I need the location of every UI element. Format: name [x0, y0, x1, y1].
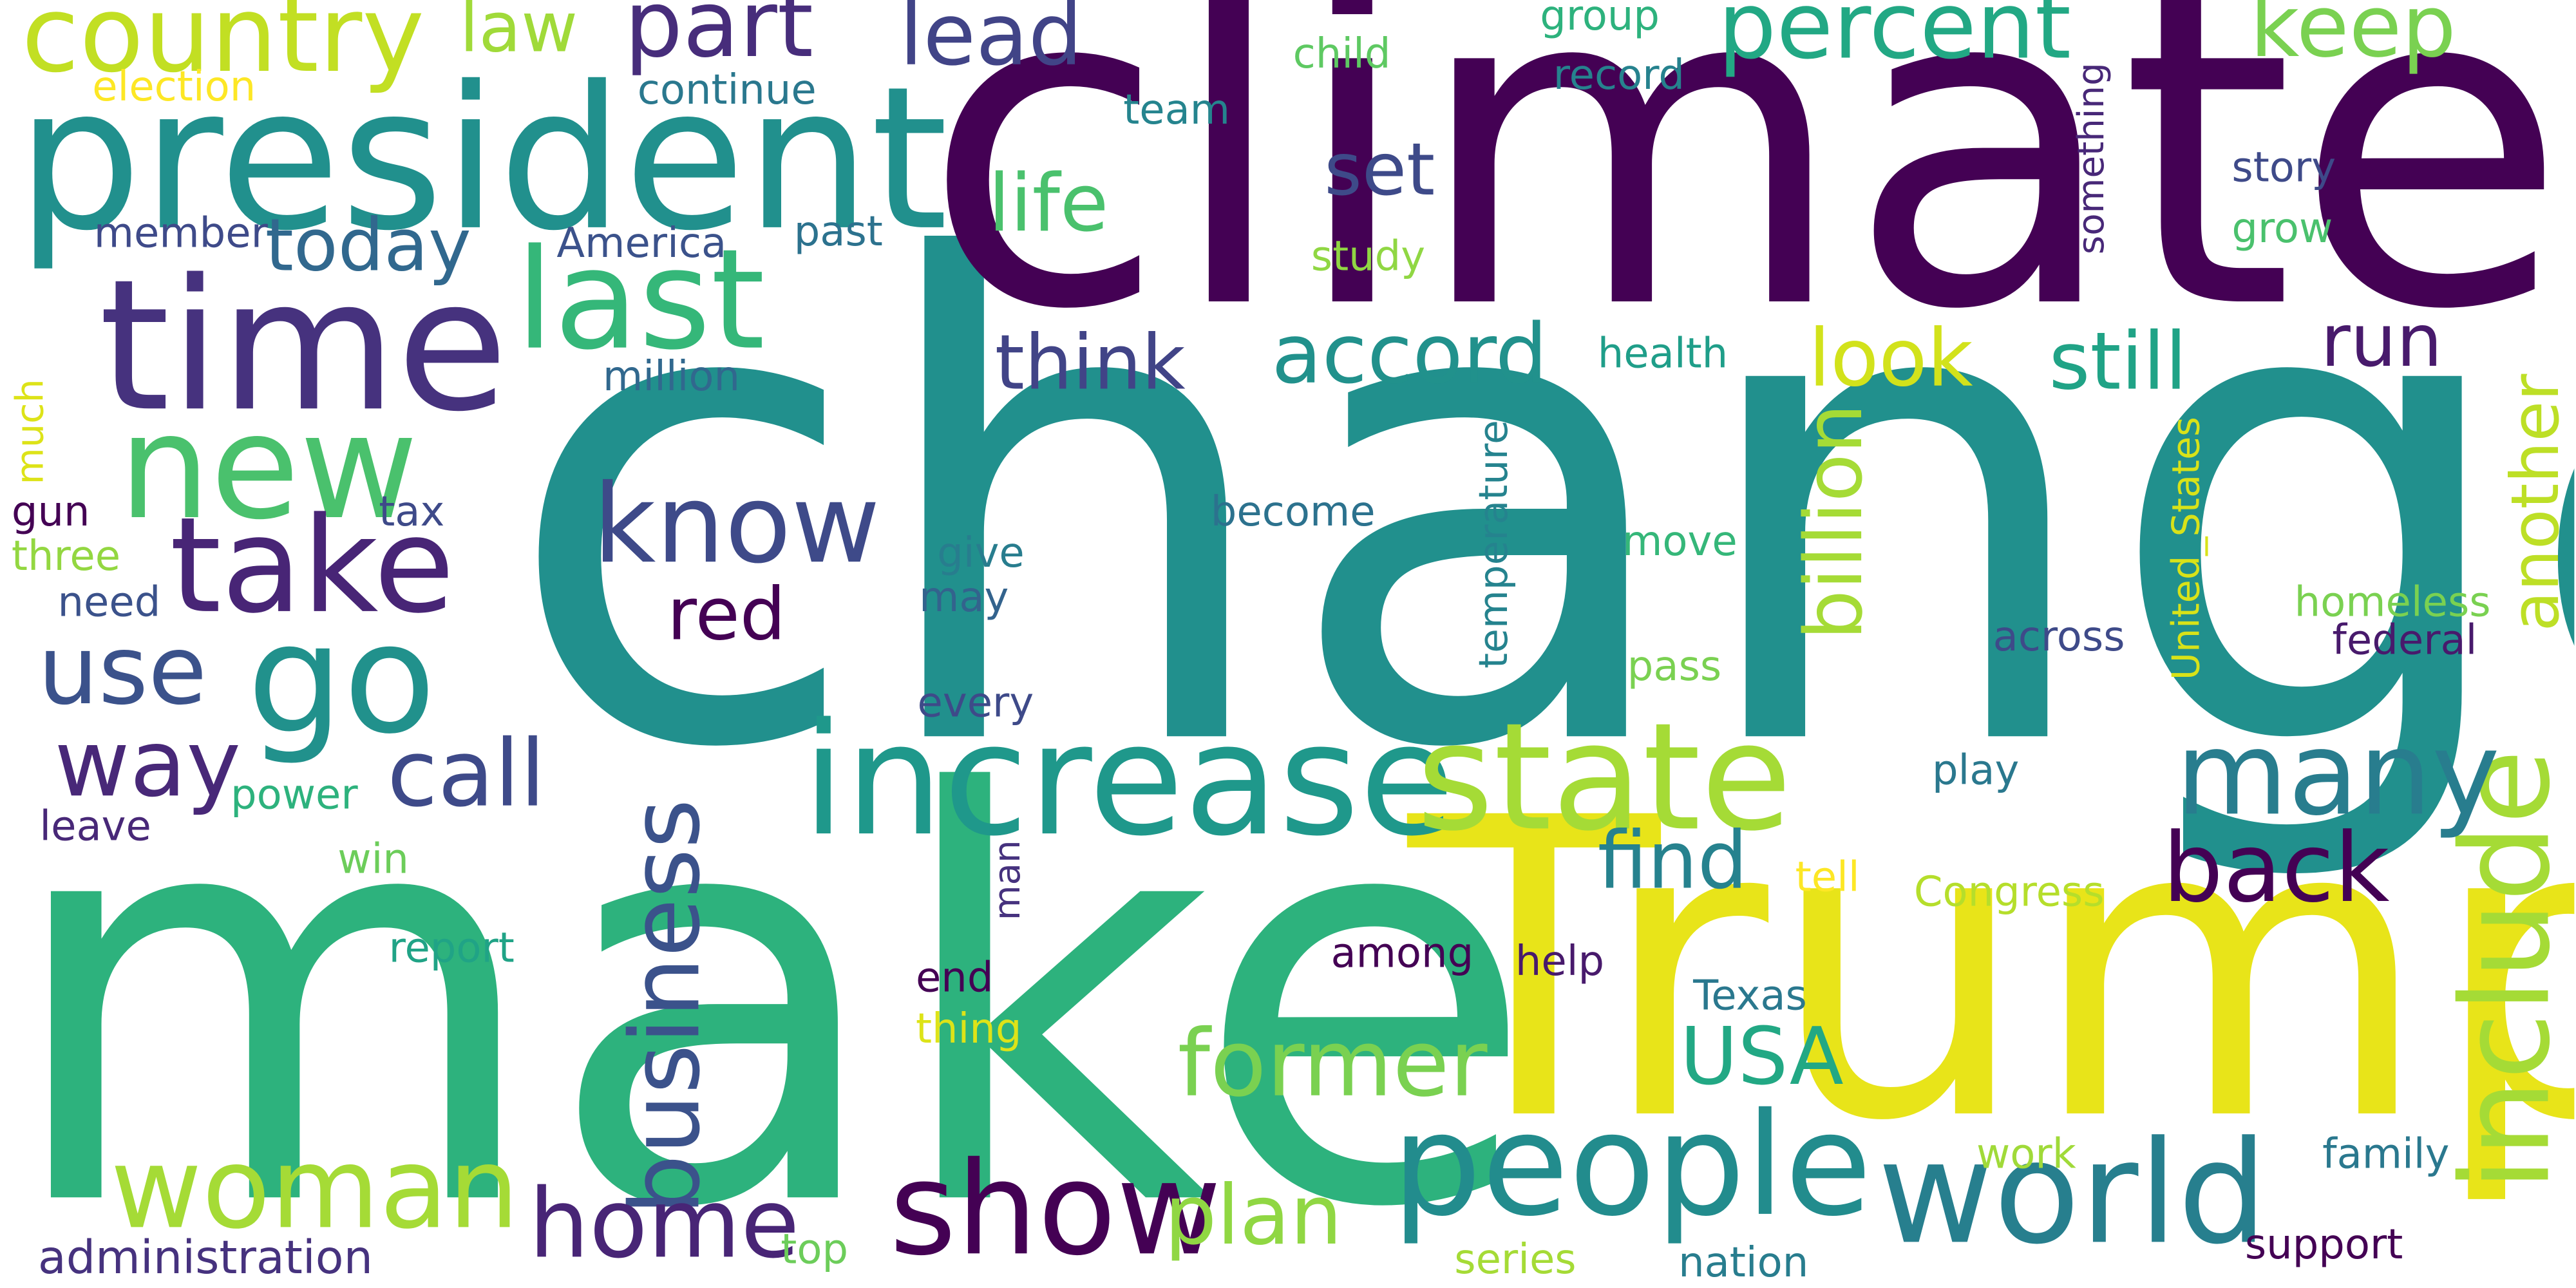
- word-president: president: [16, 46, 949, 276]
- word-million: million: [603, 352, 741, 401]
- word-congress: Congress: [1913, 867, 2105, 916]
- word-business: business: [609, 799, 722, 1215]
- word-lead: lead: [899, 0, 1083, 86]
- word-go: go: [247, 591, 436, 768]
- word-another: another: [2498, 374, 2575, 632]
- word-move: move: [1622, 517, 1738, 565]
- word-way: way: [54, 711, 242, 819]
- word-leave: leave: [39, 802, 151, 850]
- word-red: red: [667, 573, 786, 658]
- word-life: life: [988, 158, 1109, 251]
- word-law: law: [459, 0, 578, 68]
- word-climate: climate: [922, 0, 2568, 407]
- word-think: think: [994, 317, 1186, 407]
- word-billion: billion: [1788, 403, 1881, 640]
- word-health: health: [1597, 329, 1728, 377]
- word-federal: federal: [2332, 616, 2477, 664]
- word-world: world: [1877, 1112, 2268, 1277]
- word-still: still: [2049, 316, 2187, 409]
- word-study: study: [1311, 232, 1426, 280]
- word-work: work: [1976, 1130, 2076, 1178]
- word-homeless: homeless: [2294, 578, 2491, 626]
- word-series: series: [1454, 1235, 1577, 1283]
- word-story: story: [2231, 143, 2336, 191]
- word-trump: Trump: [1408, 731, 2575, 1211]
- word-support: support: [2244, 1220, 2403, 1269]
- word-something: something: [2072, 62, 2114, 255]
- word-last: last: [515, 219, 765, 381]
- word-temperature: temperature: [1470, 420, 1517, 668]
- word-nation: nation: [1678, 1238, 1809, 1287]
- word-find: find: [1597, 815, 1748, 908]
- word-group: group: [1540, 0, 1660, 40]
- word-report: report: [388, 923, 515, 972]
- word-among: among: [1331, 929, 1474, 977]
- word-thing: thing: [915, 1005, 1022, 1053]
- word-top: top: [781, 1225, 849, 1273]
- word-keep: keep: [2249, 0, 2456, 78]
- word-back: back: [2162, 811, 2390, 924]
- word-country: country: [21, 0, 425, 97]
- word-call: call: [387, 721, 546, 829]
- word-america: America: [556, 219, 727, 267]
- word-team: team: [1123, 85, 1231, 134]
- word-know: know: [592, 461, 880, 589]
- word-child: child: [1293, 30, 1391, 78]
- word-make: make: [0, 678, 1538, 1288]
- word-win: win: [337, 835, 409, 883]
- word-former: former: [1177, 1011, 1488, 1119]
- word-woman: woman: [110, 1124, 520, 1255]
- word-set: set: [1324, 128, 1435, 213]
- word-part: part: [624, 0, 814, 79]
- word-grow: grow: [2231, 204, 2333, 252]
- word-show: show: [889, 1136, 1222, 1285]
- word-look: look: [1808, 312, 1973, 406]
- word-texas: Texas: [1693, 971, 1807, 1020]
- word-new: new: [118, 382, 419, 552]
- word-family: family: [2322, 1130, 2450, 1178]
- word-give: give: [937, 528, 1025, 577]
- word-election: election: [92, 62, 256, 111]
- word-pass: pass: [1627, 642, 1722, 690]
- word-change: change: [502, 126, 2574, 893]
- word-time: time: [99, 240, 509, 451]
- word-become: become: [1210, 488, 1376, 536]
- word-tax: tax: [379, 488, 445, 536]
- word-united-states: United_States: [2166, 417, 2209, 681]
- word-past: past: [793, 207, 883, 256]
- word-usa: USA: [1680, 1011, 1844, 1104]
- word-power: power: [231, 770, 358, 819]
- word-may: may: [919, 573, 1009, 621]
- word-percent: percent: [1718, 0, 2072, 81]
- word-record: record: [1553, 51, 1685, 99]
- word-gun: gun: [11, 488, 90, 536]
- word-need: need: [57, 578, 161, 626]
- word-accord: accord: [1271, 306, 1548, 402]
- word-three: three: [11, 532, 121, 580]
- word-people: people: [1392, 1083, 1872, 1249]
- word-state: state: [1416, 692, 1792, 865]
- word-home: home: [528, 1168, 800, 1280]
- word-man: man: [988, 840, 1030, 921]
- word-today: today: [265, 204, 471, 289]
- word-end: end: [915, 953, 994, 1001]
- word-every: every: [917, 678, 1034, 726]
- word-help: help: [1515, 937, 1605, 985]
- word-plan: plan: [1164, 1168, 1343, 1264]
- word-administration: administration: [37, 1230, 373, 1285]
- word-across: across: [1993, 612, 2125, 661]
- word-increase: increase: [802, 692, 1455, 871]
- word-use: use: [37, 614, 207, 726]
- word-take: take: [169, 489, 455, 643]
- word-run: run: [2320, 299, 2443, 384]
- word-continue: continue: [637, 66, 817, 114]
- word-many: many: [2175, 706, 2500, 842]
- word-much: much: [10, 379, 53, 485]
- word-tell: tell: [1795, 853, 1860, 901]
- word-play: play: [1931, 746, 2020, 794]
- word-member: member: [93, 209, 268, 257]
